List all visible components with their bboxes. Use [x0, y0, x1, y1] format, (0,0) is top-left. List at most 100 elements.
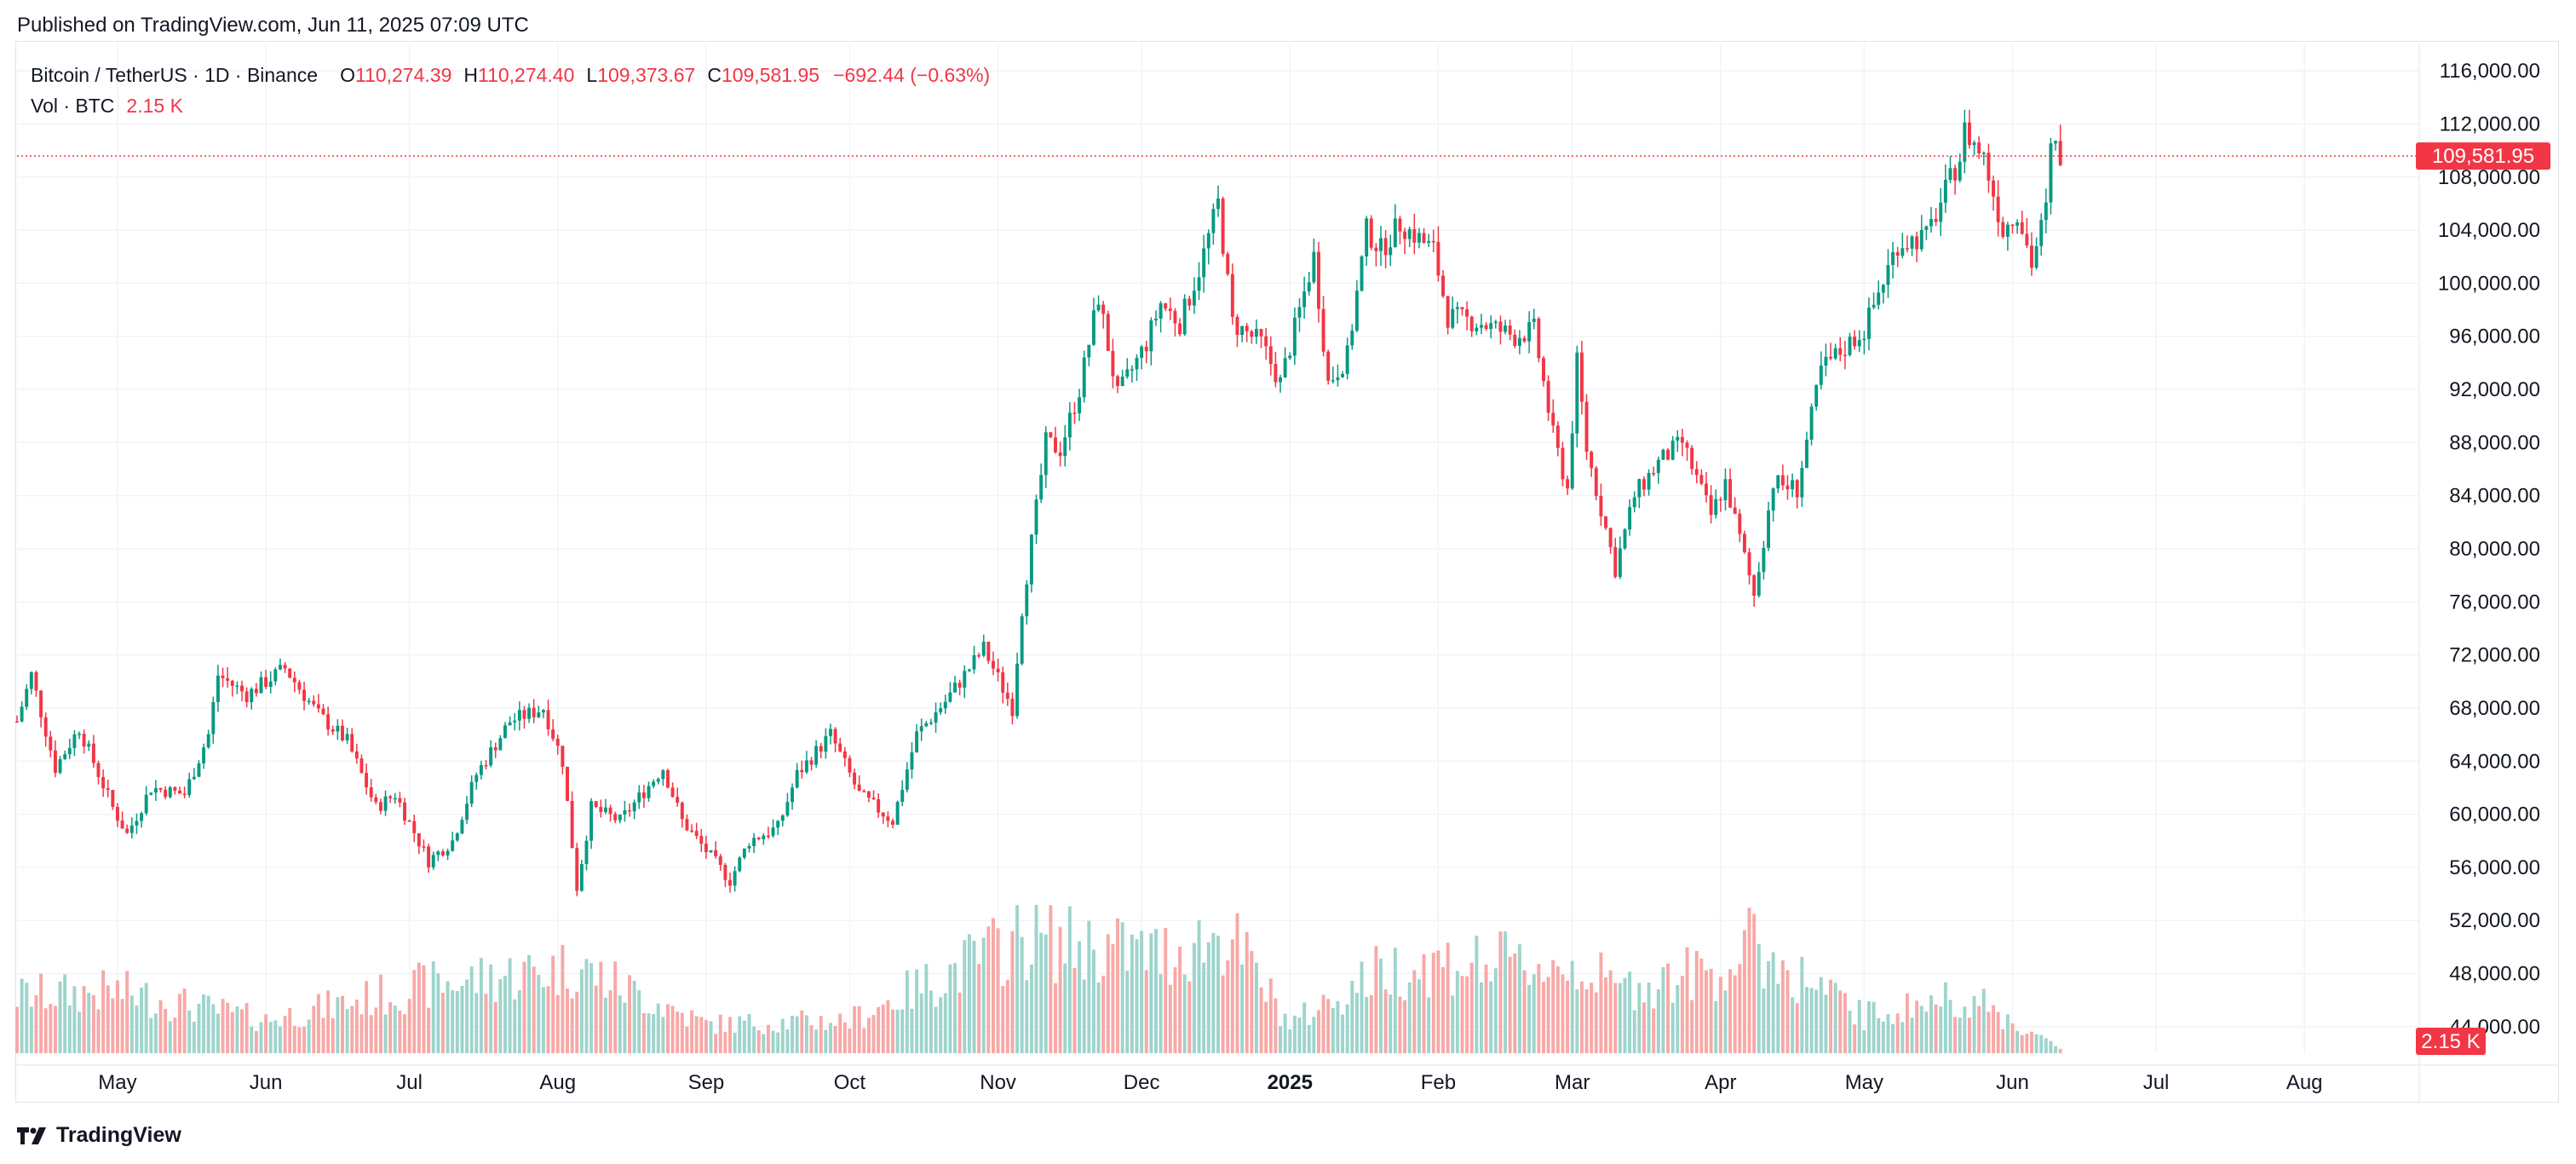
- candle-body: [747, 845, 751, 849]
- candle-body: [1192, 291, 1196, 306]
- candle-body: [1570, 433, 1574, 489]
- candle-body: [111, 790, 115, 807]
- volume-bar: [603, 997, 607, 1053]
- candle-body: [866, 791, 871, 798]
- volume-bar: [178, 994, 181, 1053]
- volume-bar: [1336, 1000, 1340, 1053]
- candle-body: [1733, 507, 1737, 514]
- candle-body: [756, 838, 761, 839]
- candle-body: [1676, 436, 1680, 441]
- candle-body: [1910, 236, 1914, 249]
- candle-body: [776, 821, 780, 828]
- candle-body: [1116, 376, 1119, 386]
- candle-body: [1307, 282, 1311, 292]
- candle-body: [34, 671, 38, 691]
- candle-body: [1015, 663, 1020, 717]
- change-value: −692.44 (−0.63%): [833, 64, 991, 86]
- candle-body: [996, 668, 1000, 672]
- volume-bar: [804, 1015, 808, 1053]
- volume-bar: [1819, 977, 1823, 1053]
- candle-body: [1431, 240, 1435, 243]
- volume-bar: [714, 1034, 718, 1053]
- candle-body: [1575, 352, 1579, 434]
- time-axis[interactable]: May Jun Jul Aug Sep Oct Nov Dec 2025 Feb Mar Apr May…: [98, 1071, 2322, 1094]
- volume-bar: [1374, 946, 1378, 1053]
- candle-body: [1221, 199, 1225, 254]
- volume-bar: [2058, 1048, 2062, 1053]
- volume-bar: [1312, 1017, 1316, 1053]
- candle-body: [1685, 442, 1689, 448]
- volume-label[interactable]: Vol · BTC: [31, 95, 115, 117]
- candle-body: [321, 708, 325, 715]
- candle-body: [833, 729, 837, 744]
- volume-bar: [1431, 952, 1435, 1053]
- volume-bar: [297, 1027, 302, 1053]
- candle-body: [714, 850, 718, 856]
- time-tick-label: Dec: [1124, 1071, 1160, 1094]
- candle-body: [168, 787, 172, 798]
- volume-bar: [981, 937, 986, 1053]
- candle-body: [1140, 346, 1144, 358]
- candle-body: [981, 642, 986, 656]
- candle-body: [1407, 228, 1412, 239]
- candle-body: [1250, 331, 1254, 337]
- candle-body: [125, 828, 129, 833]
- candle-body: [101, 776, 106, 789]
- symbol-title[interactable]: Bitcoin / TetherUS · 1D · Binance: [31, 64, 319, 86]
- candle-body: [1336, 377, 1340, 381]
- volume-bar: [1034, 904, 1038, 1053]
- volume-bar: [1934, 1004, 1938, 1053]
- candle-body: [503, 725, 507, 739]
- volume-bar: [685, 1026, 689, 1053]
- volume-bar: [312, 1006, 316, 1053]
- volume-bar: [957, 992, 962, 1053]
- volume-bar: [1345, 1004, 1349, 1053]
- volume-bar: [1599, 952, 1603, 1053]
- volume-bar: [972, 940, 976, 1053]
- price-tick-label: 108,000.00: [2438, 166, 2540, 189]
- candle-body: [723, 864, 727, 880]
- candle-body: [1288, 355, 1292, 359]
- volume-bar: [1422, 954, 1426, 1053]
- footer-brand[interactable]: TradingView: [17, 1123, 181, 1148]
- candle-body: [359, 758, 364, 773]
- volume-bar: [699, 1017, 704, 1053]
- volume-bar: [354, 1000, 359, 1053]
- volume-bar: [1341, 1014, 1345, 1053]
- candle-body: [254, 689, 258, 694]
- candle-body: [694, 831, 699, 836]
- volume-bar: [1705, 970, 1708, 1053]
- candle-body: [1403, 231, 1407, 239]
- volume-bar: [350, 1006, 354, 1053]
- volume-bar: [254, 1030, 258, 1053]
- candle-body: [1522, 337, 1527, 342]
- volume-bar: [1489, 981, 1493, 1053]
- candle-body: [1623, 529, 1627, 549]
- price-axis[interactable]: 116,000.00 112,000.00 108,000.00 104,000.00…: [2416, 60, 2550, 1055]
- candle-body: [522, 710, 526, 719]
- volume-bar: [1020, 936, 1024, 1053]
- volume-bar: [1747, 908, 1751, 1053]
- candle-body: [1838, 348, 1843, 355]
- candle-body: [618, 814, 622, 821]
- candle-body: [116, 806, 119, 821]
- volume-bar: [440, 992, 445, 1053]
- time-tick-label: Mar: [1555, 1071, 1590, 1094]
- volume-bar: [1637, 982, 1642, 1053]
- candle-body: [451, 840, 455, 851]
- volume-bar: [1676, 984, 1680, 1053]
- candle-body: [1919, 229, 1923, 250]
- candle-body: [1135, 357, 1139, 370]
- volume-bar: [58, 981, 62, 1053]
- candle-body: [129, 825, 134, 833]
- volume-bar: [1292, 1015, 1297, 1053]
- candle-body: [537, 712, 541, 717]
- candle-body: [336, 725, 340, 732]
- candle-body: [1867, 307, 1871, 339]
- candle-body: [2049, 143, 2053, 203]
- volume-bar: [398, 1010, 402, 1053]
- time-tick-label: Nov: [980, 1071, 1016, 1094]
- candle-body: [63, 754, 67, 759]
- candle-body: [972, 654, 976, 670]
